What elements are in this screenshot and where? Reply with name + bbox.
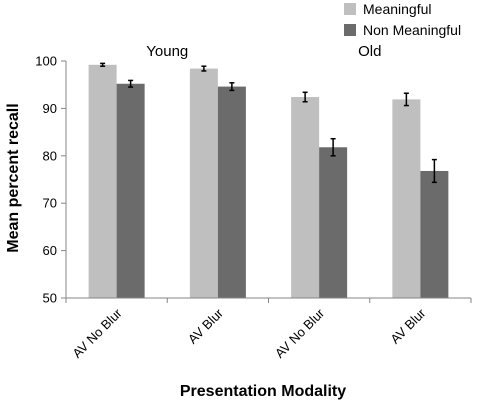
x-category-label: AV Blur xyxy=(387,305,429,347)
x-axis-title: Presentation Modality xyxy=(180,383,346,400)
legend-label-non-meaningful: Non Meaningful xyxy=(363,22,461,38)
bar-meaningful xyxy=(88,64,117,299)
legend: Meaningful Non Meaningful xyxy=(344,1,461,38)
y-tick-label: 90 xyxy=(43,101,57,116)
bar-meaningful xyxy=(392,99,421,298)
y-tick-label: 50 xyxy=(43,291,57,306)
bar-non-meaningful xyxy=(319,147,348,298)
bar-non-meaningful xyxy=(420,170,449,298)
y-tick-label: 70 xyxy=(43,196,57,211)
bar-non-meaningful xyxy=(217,86,246,298)
legend-label-meaningful: Meaningful xyxy=(363,1,432,17)
bar-meaningful xyxy=(291,97,320,298)
bar-non-meaningful xyxy=(116,83,145,298)
y-tick-label: 60 xyxy=(43,243,57,258)
x-category-label: AV No Blur xyxy=(272,305,328,361)
plot-area: 50 60 70 80 90 100 AV No Blur AV Blur AV No Blur… xyxy=(35,43,472,361)
x-category-label: AV No Blur xyxy=(69,305,125,361)
y-tick-label: 100 xyxy=(35,54,57,69)
y-axis-title: Mean percent recall xyxy=(5,103,22,252)
group-label-old: Old xyxy=(358,43,381,60)
x-category-label: AV Blur xyxy=(185,305,227,347)
bar-meaningful xyxy=(189,68,218,298)
legend-swatch-non-meaningful xyxy=(344,24,356,36)
y-tick-label: 80 xyxy=(43,148,57,163)
group-label-young: Young xyxy=(146,43,188,60)
legend-swatch-meaningful xyxy=(344,3,356,15)
